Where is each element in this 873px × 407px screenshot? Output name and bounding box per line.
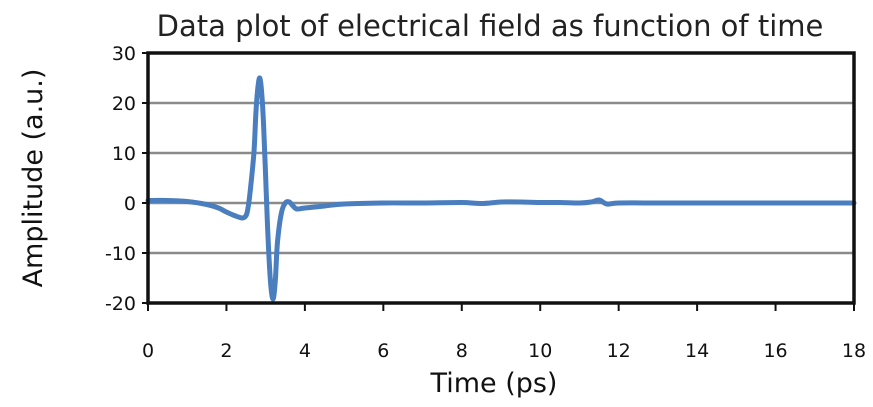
- x-tick-label: 16: [763, 340, 787, 362]
- x-tick-label: 4: [299, 340, 311, 362]
- x-axis-label: Time (ps): [430, 368, 558, 399]
- y-tick-label: 10: [112, 143, 136, 165]
- x-tick-label: 0: [142, 340, 154, 362]
- y-tick-label: -10: [105, 243, 136, 265]
- chart-title: Data plot of electrical field as functio…: [157, 9, 824, 43]
- y-tick-labels: 30 20 10 0 -10 -20: [105, 43, 148, 315]
- x-tick-label: 8: [456, 340, 468, 362]
- y-axis-label: Amplitude (a.u.): [18, 69, 49, 288]
- series-line-0: [145, 75, 857, 302]
- y-tick-label: 30: [112, 43, 136, 65]
- y-tick-label: -20: [105, 293, 136, 315]
- x-tick-label: 12: [607, 340, 631, 362]
- x-tick-label: 14: [685, 340, 709, 362]
- x-tick-label: 6: [377, 340, 389, 362]
- x-tick-label: 2: [220, 340, 232, 362]
- x-tick-labels: 0 2 4 6 8 10 12 14 16 18: [142, 303, 866, 362]
- y-tick-label: 0: [124, 193, 136, 215]
- y-tick-label: 20: [112, 93, 136, 115]
- x-tick-label: 10: [528, 340, 552, 362]
- series-layer: [145, 75, 857, 302]
- plot-frame: [146, 51, 856, 305]
- x-tick-label: 18: [842, 340, 866, 362]
